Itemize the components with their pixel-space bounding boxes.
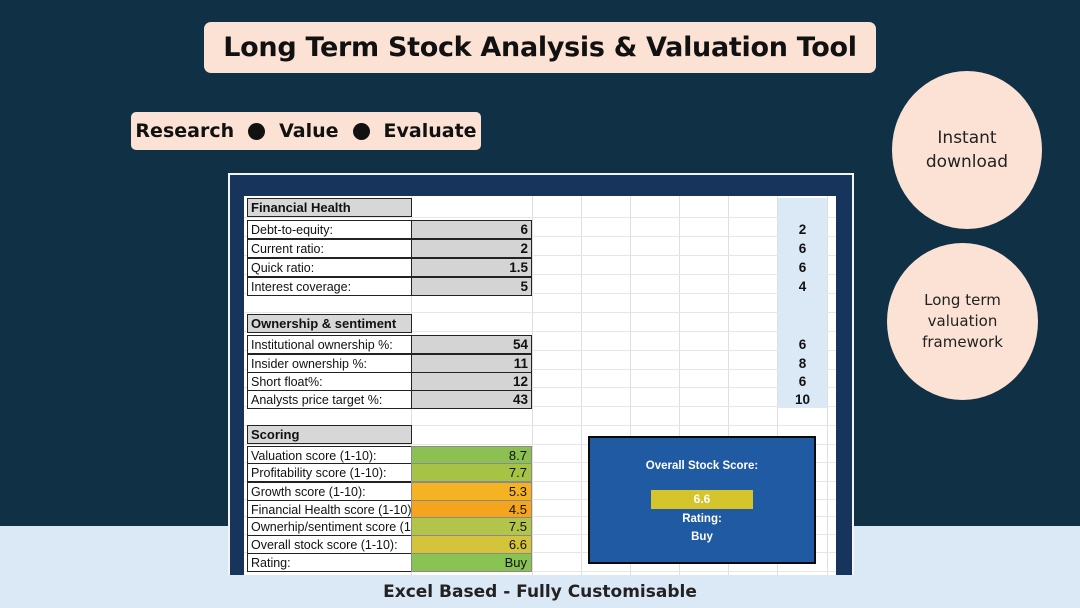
debt-to-equity-score: 2 bbox=[798, 222, 807, 237]
analysts-target-score: 10 bbox=[794, 392, 811, 407]
financial-health-header: Financial Health bbox=[247, 198, 412, 217]
grid-line bbox=[244, 217, 836, 218]
institutional-ownership-score: 6 bbox=[798, 337, 807, 352]
analysts-target-label: Analysts price target %: bbox=[247, 390, 412, 409]
profitability-score-value: 7.7 bbox=[411, 463, 532, 482]
footer-caption: Excel Based - Fully Customisable bbox=[383, 582, 697, 602]
bullet-dot-icon bbox=[352, 122, 370, 140]
profitability-score-label: Profitability score (1-10): bbox=[247, 463, 412, 482]
grid-line bbox=[244, 350, 836, 351]
scoring-header: Scoring bbox=[247, 425, 412, 444]
overall-score-bar: 6.6 bbox=[651, 490, 753, 509]
tagline-research: Research bbox=[135, 120, 235, 142]
growth-score-label: Growth score (1-10): bbox=[247, 482, 412, 501]
debt-to-equity-value[interactable]: 6 bbox=[411, 220, 532, 239]
short-float-score: 6 bbox=[798, 374, 807, 389]
grid-line bbox=[777, 196, 778, 575]
grid-line bbox=[728, 196, 729, 575]
insider-ownership-label: Insider ownership %: bbox=[247, 354, 412, 373]
grid-line bbox=[244, 274, 836, 275]
grid-line bbox=[244, 444, 836, 445]
score-column bbox=[778, 198, 827, 408]
grid-line bbox=[244, 293, 836, 294]
grid-line bbox=[244, 312, 836, 313]
page-title: Long Term Stock Analysis & Valuation Too… bbox=[204, 22, 876, 73]
grid-line bbox=[244, 516, 836, 517]
grid-line bbox=[244, 481, 836, 482]
analysts-target-value[interactable]: 43 bbox=[411, 390, 532, 409]
overall-score-title: Overall Stock Score: bbox=[645, 460, 759, 472]
tagline-banner: Research Value Evaluate bbox=[131, 112, 481, 150]
quick-ratio-score: 6 bbox=[798, 260, 807, 275]
insider-ownership-value[interactable]: 11 bbox=[411, 354, 532, 373]
short-float-label: Short float%: bbox=[247, 372, 412, 391]
spreadsheet: Financial Health Debt-to-equity: 6 2 Cur… bbox=[244, 196, 836, 575]
institutional-ownership-value[interactable]: 54 bbox=[411, 335, 532, 354]
ownership-header: Ownership & sentiment bbox=[247, 314, 412, 333]
grid-line bbox=[630, 196, 631, 575]
tagline-value: Value bbox=[279, 120, 339, 142]
grid-line bbox=[244, 425, 836, 426]
ownership-score-value: 7.5 bbox=[411, 517, 532, 536]
grid-line bbox=[827, 196, 828, 575]
institutional-ownership-label: Institutional ownership %: bbox=[247, 335, 412, 354]
current-ratio-value[interactable]: 2 bbox=[411, 239, 532, 258]
short-float-value[interactable]: 12 bbox=[411, 372, 532, 391]
ownership-score-label: Ownerhip/sentiment score (1- bbox=[247, 517, 412, 536]
insider-ownership-score: 8 bbox=[798, 356, 807, 371]
grid-line bbox=[244, 462, 836, 463]
grid-line bbox=[679, 196, 680, 575]
quick-ratio-value[interactable]: 1.5 bbox=[411, 258, 532, 277]
grid-line bbox=[244, 236, 836, 237]
grid-line bbox=[532, 196, 533, 575]
rating-label: Rating: bbox=[247, 553, 412, 572]
instant-download-badge: Instant download bbox=[892, 71, 1042, 229]
grid-line bbox=[244, 331, 836, 332]
grid-line bbox=[244, 387, 836, 388]
grid-line bbox=[581, 196, 582, 575]
overall-score-value: 6.6 bbox=[411, 535, 532, 554]
financial-health-score-value: 4.5 bbox=[411, 500, 532, 519]
quick-ratio-label: Quick ratio: bbox=[247, 258, 412, 277]
overall-rating-value: Buy bbox=[691, 531, 713, 543]
interest-coverage-label: Interest coverage: bbox=[247, 277, 412, 296]
overall-rating-label: Rating: bbox=[682, 513, 722, 525]
grid-line bbox=[244, 571, 836, 572]
overall-score-panel: Overall Stock Score: 6.6 Rating: Buy bbox=[588, 436, 816, 564]
grid-line bbox=[244, 499, 836, 500]
current-ratio-label: Current ratio: bbox=[247, 239, 412, 258]
debt-to-equity-label: Debt-to-equity: bbox=[247, 220, 412, 239]
current-ratio-score: 6 bbox=[798, 241, 807, 256]
bullet-dot-icon bbox=[248, 122, 266, 140]
growth-score-value: 5.3 bbox=[411, 482, 532, 501]
rating-value: Buy bbox=[411, 553, 532, 572]
interest-coverage-score: 4 bbox=[798, 279, 807, 294]
grid-line bbox=[244, 406, 836, 407]
grid-line bbox=[244, 552, 836, 553]
grid-line bbox=[244, 369, 836, 370]
overall-score-label: Overall stock score (1-10): bbox=[247, 535, 412, 554]
grid-line bbox=[244, 534, 836, 535]
framework-badge: Long term valuation framework bbox=[887, 243, 1038, 400]
grid-line bbox=[244, 255, 836, 256]
tagline-evaluate: Evaluate bbox=[383, 120, 477, 142]
interest-coverage-value[interactable]: 5 bbox=[411, 277, 532, 296]
